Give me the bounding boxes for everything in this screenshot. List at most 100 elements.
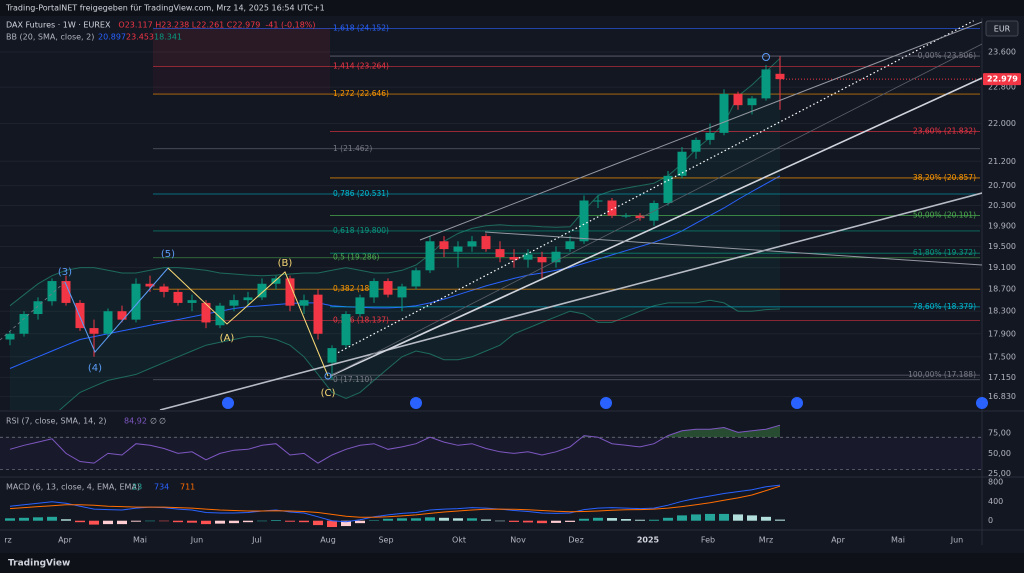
candle-body (495, 249, 505, 258)
candle-body (397, 286, 407, 298)
fib-label: 61,80% (19.372) (913, 248, 976, 257)
nav-icon[interactable] (410, 397, 422, 409)
ohlc: O23.117 H23.238 L22.261 C22.979 (118, 21, 260, 30)
x-tick-label: Jun (190, 536, 204, 545)
wave-label: (C) (321, 388, 336, 399)
macd-tick-label: 400 (988, 497, 1003, 506)
x-tick-label: Feb (701, 536, 715, 545)
channel-line (419, 21, 982, 241)
candle-body (705, 132, 715, 140)
bb-value: 23.453 (126, 33, 154, 42)
macd-hist-bar (383, 518, 393, 521)
candle-body (75, 302, 85, 329)
macd-hist-bar (299, 520, 309, 523)
rsi-extra: ∅ (159, 417, 166, 426)
candle-body (383, 281, 393, 295)
candle-body (663, 175, 673, 204)
wave-point (324, 372, 332, 380)
macd-hist-bar (565, 520, 575, 522)
macd-hist-bar (187, 520, 197, 523)
y-tick-label: 19.100 (988, 263, 1016, 272)
macd-tick-label: 0 (988, 516, 993, 525)
macd-hist-bar (355, 520, 365, 524)
wave-point (762, 53, 770, 61)
currency-box[interactable] (985, 20, 1019, 37)
macd-hist-bar (229, 520, 239, 524)
macd-hist-bar (117, 520, 127, 525)
macd-hist-bar (215, 520, 225, 524)
macd-hist-bar (607, 518, 617, 521)
candle-body (173, 291, 183, 303)
candle-body (145, 283, 155, 287)
candle-body (523, 254, 533, 260)
macd-hist-bar (89, 520, 99, 525)
macd-hist-bar (509, 520, 519, 522)
bb-value: 20.897 (98, 33, 126, 42)
y-tick-label: 19.500 (988, 242, 1016, 251)
channel-line (329, 43, 982, 377)
macd-hist-bar (271, 519, 281, 521)
y-tick-label: 19.900 (988, 221, 1016, 230)
y-tick-label: 21.200 (988, 157, 1016, 166)
axes: 23.600 22.800 22.000 21.200 20.700 20.300 19.9… (4, 47, 1021, 545)
candle-body (229, 300, 239, 306)
nav-icon[interactable] (791, 397, 803, 409)
macd-hist-bar (621, 519, 631, 521)
macd-pane (5, 484, 785, 528)
macd-hist-bar (439, 517, 449, 521)
macd-hist-bar (243, 520, 253, 523)
macd-hist-bar (635, 519, 645, 521)
nav-icon[interactable] (600, 397, 612, 409)
macd-macd-line (9, 484, 781, 523)
macd-signal-line (9, 485, 781, 518)
nav-icon[interactable] (976, 397, 988, 409)
nav-icon[interactable] (222, 397, 234, 409)
candle-body (467, 241, 477, 247)
macd-hist-bar (761, 516, 771, 521)
symbol: DAX Futures · 1W · EUREX (6, 21, 111, 30)
macd-hist-bar (593, 517, 603, 521)
fib-zone (153, 66, 330, 95)
trend-line (159, 192, 982, 410)
x-tick-label: Jun (950, 536, 964, 545)
macd-legend-value: 711 (180, 483, 195, 492)
candle-body (579, 200, 589, 242)
candle-body (299, 300, 309, 306)
last-price-box (983, 73, 1021, 86)
candle-body (649, 203, 659, 221)
y-tick-label: 22.800 (988, 83, 1016, 92)
candle-body (33, 301, 43, 315)
macd-hist-bar (537, 520, 547, 524)
candle-body (159, 286, 169, 292)
candle-body (621, 215, 631, 217)
macd-hist-bar (691, 514, 701, 521)
candle-body (425, 241, 435, 271)
candle-body (201, 302, 211, 323)
candle-body (117, 311, 127, 320)
macd-hist-bar (159, 520, 169, 522)
candle-body (761, 69, 771, 99)
candle-body (19, 314, 29, 334)
macd-hist-bar (47, 516, 57, 521)
y-tick-label: 18.300 (988, 307, 1016, 316)
macd-hist-bar (481, 519, 491, 521)
candle-body (5, 333, 15, 340)
macd-hist-bar (523, 520, 533, 523)
fib-label: 1,272 (22.646) (333, 89, 389, 98)
fib-label: 0,5 (19.286) (333, 253, 379, 262)
rsi-background (0, 437, 982, 470)
candle-body (257, 283, 267, 298)
fib-label: 78,60% (18.379) (913, 302, 976, 311)
candle-body (607, 200, 617, 216)
wave-label: (A) (220, 333, 235, 344)
rsi-overbought-fill (429, 425, 780, 438)
macd-hist-bar (397, 518, 407, 521)
y-tick-label: 22.000 (988, 119, 1016, 128)
fib-label: 1 (21.462) (333, 144, 372, 153)
wave-label: (B) (278, 258, 293, 269)
rsi-line (9, 424, 781, 464)
macd-hist-bar (75, 520, 85, 523)
y-tick-label: 16.830 (988, 392, 1016, 401)
